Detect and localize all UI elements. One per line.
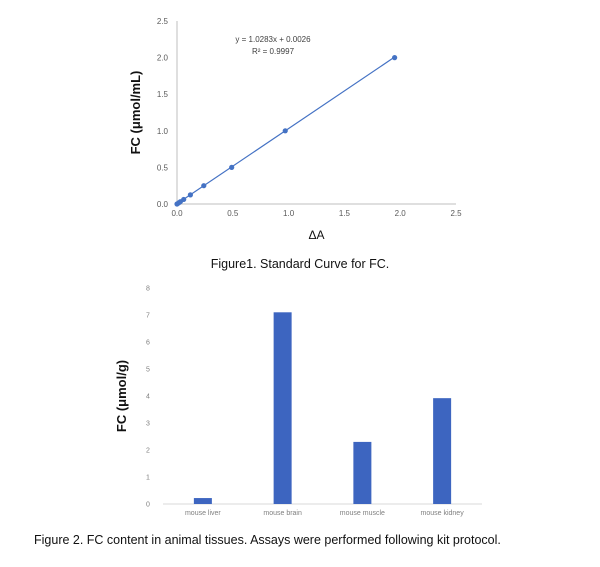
bar <box>193 498 212 504</box>
data-point <box>201 183 207 189</box>
x-tick-label: 1.5 <box>339 209 351 218</box>
data-point <box>181 196 187 203</box>
y-tick-label: 4 <box>146 394 150 401</box>
y-axis-title: FC (μmol/g) <box>114 360 129 432</box>
data-point <box>392 55 398 61</box>
x-axis-title: ΔA <box>308 228 324 242</box>
x-tick-label: 2.0 <box>395 209 407 218</box>
y-tick-label: 5 <box>146 367 150 374</box>
y-tick-label: 3 <box>146 421 150 428</box>
data-point <box>282 128 288 134</box>
x-tick-label: 2.5 <box>450 209 462 218</box>
x-tick-label: mouse liver <box>185 510 221 517</box>
figure1-caption: Figure1. Standard Curve for FC. <box>210 257 390 271</box>
y-tick-label: 6 <box>146 340 150 347</box>
y-axis-title: FC (μmol/mL) <box>128 71 143 155</box>
r-squared-label: R² = 0.9997 <box>252 47 295 56</box>
x-tick-label: 0.5 <box>227 209 239 218</box>
y-tick-label: 1 <box>146 475 150 482</box>
y-tick-label: 2.0 <box>157 54 169 63</box>
trendline-equation: y = 1.0283x + 0.0026 <box>235 35 311 44</box>
y-tick-label: 0 <box>146 502 150 509</box>
bar <box>353 441 372 504</box>
standard-curve-chart: 0.0 0.5 1.0 1.5 2.0 2.5 0.0 0.5 1.0 1.5 2.0 2.5 ΔA FC… <box>128 17 462 242</box>
x-tick-label: 0.0 <box>171 209 183 218</box>
y-tick-label: 0.0 <box>157 200 169 209</box>
y-tick-label: 7 <box>146 313 150 320</box>
y-tick-label: 8 <box>146 286 150 293</box>
y-tick-label: 2 <box>146 448 150 455</box>
y-tick-label: 2.5 <box>157 17 169 26</box>
data-point <box>229 164 235 170</box>
tissue-content-bar-chart: 0 1 2 3 4 5 6 7 8 FC (μmol/g) mouse liver mouse bra… <box>114 286 482 517</box>
x-tick-label: mouse brain <box>263 510 302 517</box>
x-tick-label: mouse muscle <box>340 510 385 517</box>
data-point <box>187 192 193 198</box>
figure2-caption: Figure 2. FC content in animal tissues. … <box>34 533 501 547</box>
bar <box>433 398 452 504</box>
y-tick-label: 1.5 <box>157 90 169 99</box>
x-tick-label: mouse kidney <box>421 510 465 517</box>
x-tick-label: 1.0 <box>283 209 295 218</box>
y-tick-label: 0.5 <box>157 163 169 172</box>
bar <box>273 312 292 504</box>
y-tick-label: 1.0 <box>157 127 169 136</box>
